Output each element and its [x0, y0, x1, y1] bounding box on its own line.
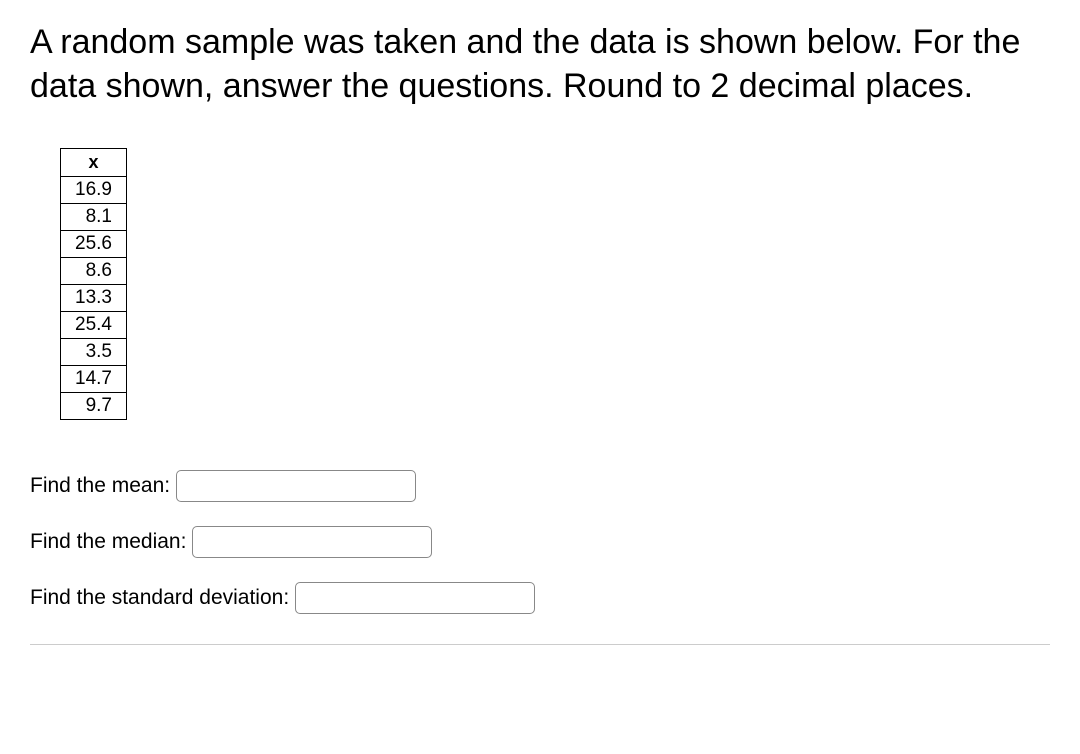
table-row: 9.7: [61, 393, 127, 420]
mean-label: Find the mean:: [30, 474, 170, 498]
table-cell: 25.4: [61, 312, 127, 339]
table-header: x: [61, 149, 127, 177]
table-row: 14.7: [61, 366, 127, 393]
mean-input[interactable]: [176, 470, 416, 502]
table-row: 25.4: [61, 312, 127, 339]
table-cell: 8.6: [61, 258, 127, 285]
divider: [30, 644, 1050, 645]
stddev-label: Find the standard deviation:: [30, 586, 289, 610]
median-row: Find the median:: [30, 526, 1050, 558]
table-row: 8.1: [61, 204, 127, 231]
table-cell: 3.5: [61, 339, 127, 366]
table-cell: 16.9: [61, 177, 127, 204]
table-cell: 25.6: [61, 231, 127, 258]
median-label: Find the median:: [30, 530, 186, 554]
stddev-input[interactable]: [295, 582, 535, 614]
data-table: x 16.9 8.1 25.6 8.6 13.3 25.4 3.5 14.7 9…: [60, 148, 127, 420]
table-cell: 13.3: [61, 285, 127, 312]
table-cell: 8.1: [61, 204, 127, 231]
table-cell: 9.7: [61, 393, 127, 420]
question-text: A random sample was taken and the data i…: [30, 20, 1050, 108]
median-input[interactable]: [192, 526, 432, 558]
mean-row: Find the mean:: [30, 470, 1050, 502]
table-row: 13.3: [61, 285, 127, 312]
table-row: 8.6: [61, 258, 127, 285]
table-row: 3.5: [61, 339, 127, 366]
stddev-row: Find the standard deviation:: [30, 582, 1050, 614]
table-row: 16.9: [61, 177, 127, 204]
table-cell: 14.7: [61, 366, 127, 393]
table-row: 25.6: [61, 231, 127, 258]
